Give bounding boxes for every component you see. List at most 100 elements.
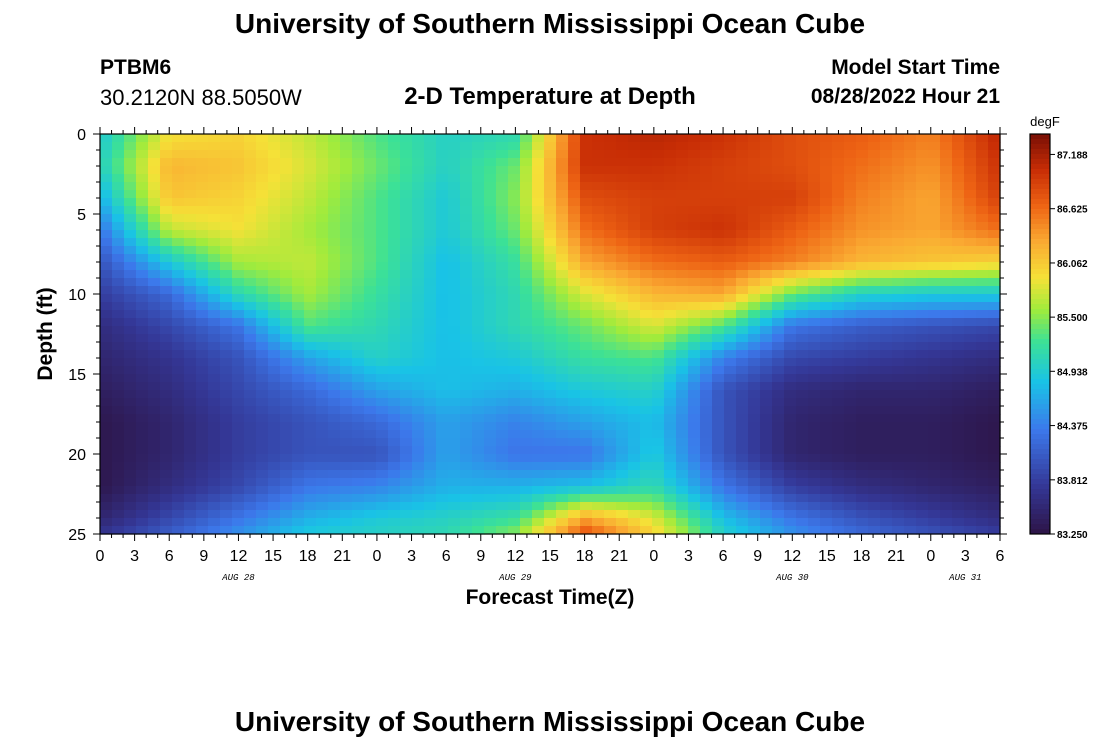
- heatmap-cell: [964, 414, 977, 423]
- heatmap-cell: [760, 190, 773, 199]
- heatmap-cell: [952, 366, 965, 375]
- heatmap-cell: [388, 158, 401, 167]
- heatmap-cell: [844, 422, 857, 431]
- heatmap-cell: [172, 454, 185, 463]
- heatmap-cell: [280, 406, 293, 415]
- heatmap-cell: [268, 358, 281, 367]
- heatmap-cell: [748, 182, 761, 191]
- heatmap-cell: [412, 190, 425, 199]
- heatmap-cell: [220, 462, 233, 471]
- heatmap-cell: [736, 478, 749, 487]
- heatmap-cell: [688, 454, 701, 463]
- heatmap-cell: [208, 494, 221, 503]
- heatmap-cell: [580, 310, 593, 319]
- heatmap-cell: [652, 230, 665, 239]
- heatmap-cell: [484, 158, 497, 167]
- heatmap-cell: [568, 326, 581, 335]
- heatmap-cell: [256, 262, 269, 271]
- heatmap-cell: [832, 302, 845, 311]
- heatmap-cell: [256, 374, 269, 383]
- heatmap-cell: [844, 294, 857, 303]
- heatmap-cell: [472, 462, 485, 471]
- heatmap-cell: [112, 462, 125, 471]
- heatmap-cell: [580, 254, 593, 263]
- heatmap-cell: [688, 526, 701, 535]
- heatmap-cell: [496, 382, 509, 391]
- heatmap-cell: [964, 518, 977, 527]
- heatmap-cell: [736, 414, 749, 423]
- heatmap-cell: [808, 254, 821, 263]
- heatmap-cell: [892, 246, 905, 255]
- heatmap-cell: [772, 462, 785, 471]
- heatmap-cell: [916, 462, 929, 471]
- heatmap-cell: [544, 526, 557, 535]
- heatmap-cell: [580, 206, 593, 215]
- heatmap-cell: [760, 278, 773, 287]
- heatmap-cell: [928, 342, 941, 351]
- heatmap-cell: [820, 502, 833, 511]
- heatmap-cell: [568, 134, 581, 143]
- heatmap-cell: [328, 174, 341, 183]
- heatmap-cell: [904, 190, 917, 199]
- heatmap-cell: [652, 374, 665, 383]
- heatmap-cell: [376, 518, 389, 527]
- heatmap-cell: [820, 478, 833, 487]
- heatmap-cell: [784, 166, 797, 175]
- heatmap-cell: [388, 310, 401, 319]
- heatmap-cell: [976, 526, 989, 535]
- heatmap-cell: [196, 526, 209, 535]
- heatmap-cell: [688, 238, 701, 247]
- heatmap-cell: [484, 238, 497, 247]
- heatmap-cell: [592, 406, 605, 415]
- heatmap-cell: [520, 486, 533, 495]
- heatmap-cell: [688, 406, 701, 415]
- heatmap-cell: [808, 518, 821, 527]
- heatmap-cell: [604, 270, 617, 279]
- heatmap-cell: [964, 334, 977, 343]
- heatmap-cell: [580, 430, 593, 439]
- heatmap-cell: [400, 398, 413, 407]
- heatmap-cell: [340, 310, 353, 319]
- heatmap-cell: [892, 494, 905, 503]
- heatmap-cell: [124, 150, 137, 159]
- heatmap-cell: [100, 518, 113, 527]
- heatmap-cell: [784, 222, 797, 231]
- heatmap-cell: [220, 142, 233, 151]
- heatmap-cell: [748, 214, 761, 223]
- heatmap-cell: [880, 238, 893, 247]
- heatmap-cell: [292, 470, 305, 479]
- heatmap-cell: [892, 134, 905, 143]
- heatmap-cell: [328, 358, 341, 367]
- heatmap-cell: [976, 166, 989, 175]
- heatmap-cell: [148, 318, 161, 327]
- heatmap-cell: [892, 142, 905, 151]
- heatmap-cell: [772, 318, 785, 327]
- heatmap-cell: [184, 526, 197, 535]
- heatmap-cell: [172, 294, 185, 303]
- heatmap-cell: [964, 318, 977, 327]
- heatmap-cell: [292, 494, 305, 503]
- heatmap-cell: [136, 430, 149, 439]
- heatmap-cell: [688, 142, 701, 151]
- heatmap-cell: [532, 494, 545, 503]
- heatmap-cell: [844, 142, 857, 151]
- heatmap-cell: [208, 510, 221, 519]
- heatmap-cell: [544, 150, 557, 159]
- heatmap-cell: [592, 438, 605, 447]
- heatmap-cell: [688, 422, 701, 431]
- heatmap-cell: [424, 166, 437, 175]
- heatmap-cell: [484, 326, 497, 335]
- heatmap-cell: [748, 198, 761, 207]
- heatmap-cell: [592, 166, 605, 175]
- heatmap-cell: [484, 454, 497, 463]
- heatmap-cell: [868, 182, 881, 191]
- heatmap-cell: [196, 326, 209, 335]
- heatmap-cell: [976, 182, 989, 191]
- heatmap-cell: [496, 246, 509, 255]
- heatmap-cell: [172, 382, 185, 391]
- heatmap-cell: [448, 278, 461, 287]
- heatmap-cell: [184, 238, 197, 247]
- heatmap-cell: [820, 334, 833, 343]
- heatmap-cell: [256, 230, 269, 239]
- heatmap-cell: [580, 214, 593, 223]
